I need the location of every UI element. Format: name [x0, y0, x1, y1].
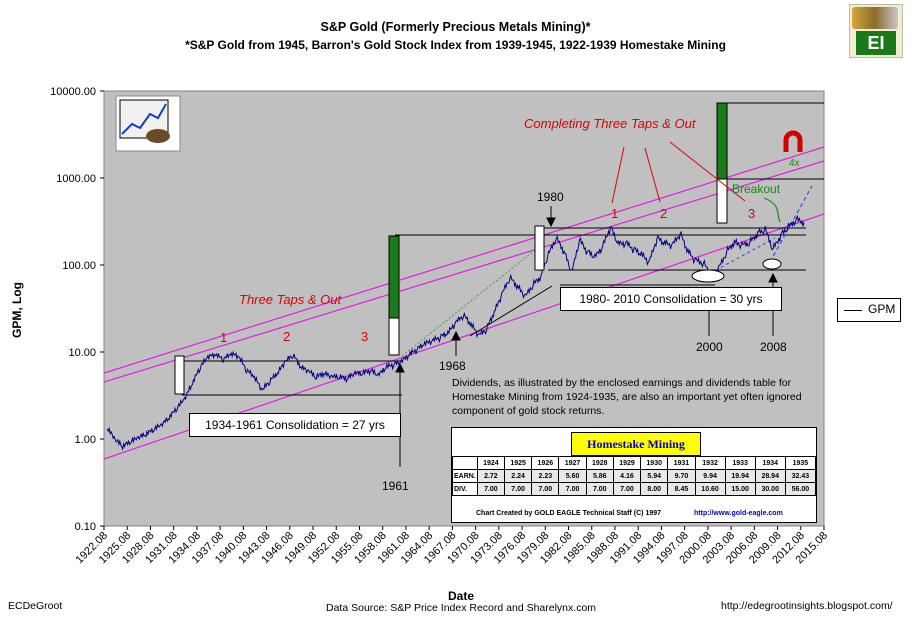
table-cell: 7.00: [531, 482, 560, 496]
gpm-series-line: [106, 214, 805, 452]
table-cell: 10.60: [694, 482, 726, 496]
magnet-icon: [783, 130, 803, 152]
tap-boxes: [174, 102, 728, 395]
tap-pointers: [611, 141, 746, 204]
table-row: 1924 1925 1926 1927 1928 1929 1930 1931 1932 1933…: [452, 456, 817, 470]
table-cell: 32.43: [784, 469, 817, 483]
year-1968-label: 1968: [439, 359, 466, 373]
year-1980-label: 1980: [537, 190, 564, 204]
table-link[interactable]: http://www.gold-eagle.com: [694, 510, 783, 517]
table-row: EARN. 2.72 2.24 2.23 5.60 5.86 4.16 5.94 9.70 9.9…: [452, 469, 817, 483]
table-cell: 1935: [784, 456, 817, 470]
tap-3-right: 3: [748, 206, 756, 221]
y-axis: 0.10 1.00 10.00 100.00 1000.00 10000.00: [50, 86, 104, 533]
footer-source: Data Source: S&P Price Index Record and …: [326, 602, 597, 614]
table-cell: 2.23: [531, 469, 560, 483]
year-2000-label: 2000: [696, 340, 723, 354]
year-2008-label: 2008: [760, 340, 787, 354]
ei-logo-text: EI: [856, 31, 896, 55]
table-cell: 7.00: [503, 482, 533, 496]
chart-title: S&P Gold (Formerly Precious Metals Minin…: [320, 20, 591, 34]
homestake-table: Homestake Mining 1924 1925 1926 1927 1928 192…: [451, 427, 817, 523]
footer-url[interactable]: http://edegrootinsights.blogspot.com/: [721, 600, 893, 612]
table-cell: 1929: [612, 456, 642, 470]
coins-logo-icon: [852, 7, 898, 29]
table-cell: 1926: [531, 456, 560, 470]
table-cell: 30.00: [754, 482, 786, 496]
chart-subtitle: *S&P Gold from 1945, Barron's Gold Stock…: [185, 38, 726, 52]
homestake-table-title: Homestake Mining: [571, 432, 701, 456]
tap-2-right: 2: [660, 206, 668, 221]
table-cell: 7.00: [558, 482, 587, 496]
tap-1-right: 1: [611, 206, 619, 221]
table-row: DIV. 7.00 7.00 7.00 7.00 7.00 7.00 8.00 8.45 10.6…: [452, 482, 817, 496]
legend-swatch: [844, 310, 862, 311]
dividends-note: Dividends, as illustrated by the enclose…: [452, 377, 802, 417]
breakout-label: Breakout: [732, 182, 781, 196]
x-axis: 1922.081925.081928.081931.081934.081937.…: [74, 526, 830, 566]
legend: GPM: [837, 298, 901, 322]
ei-logo: EI: [849, 4, 903, 58]
table-cell: 1931: [667, 456, 696, 470]
turn-markers: [691, 258, 782, 283]
legend-label: GPM: [868, 302, 896, 316]
three-taps-label: Three Taps & Out: [239, 292, 342, 307]
table-cell: 1932: [694, 456, 726, 470]
consolidation-1934-1961-box: 1934-1961 Consolidation = 27 yrs: [189, 413, 401, 437]
table-cell: 15.00: [724, 482, 756, 496]
y-tick-label: 1000.00: [56, 173, 96, 185]
bull-logo-icon: [115, 95, 181, 152]
table-cell: 7.00: [476, 482, 506, 496]
completing-taps-label: Completing Three Taps & Out: [524, 116, 696, 131]
table-cell: 19.94: [724, 469, 756, 483]
table-cell: 56.00: [784, 482, 817, 496]
table-cell: 9.70: [667, 469, 696, 483]
breakout-curve: [763, 197, 781, 223]
y-tick-label: 10000.00: [50, 86, 96, 98]
table-cell: 7.00: [612, 482, 642, 496]
tap-2-left: 2: [283, 329, 291, 344]
table-cell: 28.94: [754, 469, 786, 483]
table-cell: 9.94: [694, 469, 726, 483]
homestake-data-table: 1924 1925 1926 1927 1928 1929 1930 1931 1932 1933…: [452, 456, 817, 496]
dotted-trend: [401, 185, 813, 357]
table-cell: 5.60: [558, 469, 587, 483]
table-cell: 1933: [724, 456, 756, 470]
table-cell: 4.16: [612, 469, 642, 483]
table-credit: Chart Created by GOLD EAGLE Technical St…: [476, 510, 662, 517]
table-cell: 5.86: [585, 469, 614, 483]
tap-1-left: 1: [220, 330, 228, 345]
year-1961-label: 1961: [382, 479, 409, 493]
y-axis-label: GPM, Log: [10, 282, 24, 338]
consolidation-1980-2010-box: 1980- 2010 Consolidation = 30 yrs: [560, 287, 782, 311]
consolidation-lines: [182, 102, 824, 396]
y-tick-label: 1.00: [75, 434, 96, 446]
y-tick-label: 10.00: [68, 347, 96, 359]
y-tick-label: 0.10: [75, 521, 96, 533]
table-cell: 5.94: [640, 469, 669, 483]
table-cell: 1925: [503, 456, 533, 470]
table-cell: 1934: [754, 456, 786, 470]
table-cell: 1924: [476, 456, 506, 470]
tap-3-left: 3: [361, 329, 369, 344]
y-tick-label: 100.00: [62, 260, 96, 272]
table-cell: 8.45: [667, 482, 696, 496]
table-cell: 1927: [558, 456, 587, 470]
table-cell: 8.00: [640, 482, 669, 496]
table-cell: 2.72: [476, 469, 506, 483]
table-cell: 7.00: [585, 482, 614, 496]
table-cell: 1930: [640, 456, 669, 470]
table-cell: 1928: [585, 456, 614, 470]
footer-left: ECDeGroot: [8, 600, 63, 612]
four-x-label: 4x: [789, 158, 800, 169]
table-cell: 2.24: [503, 469, 533, 483]
x-axis-label: Date: [448, 589, 475, 603]
